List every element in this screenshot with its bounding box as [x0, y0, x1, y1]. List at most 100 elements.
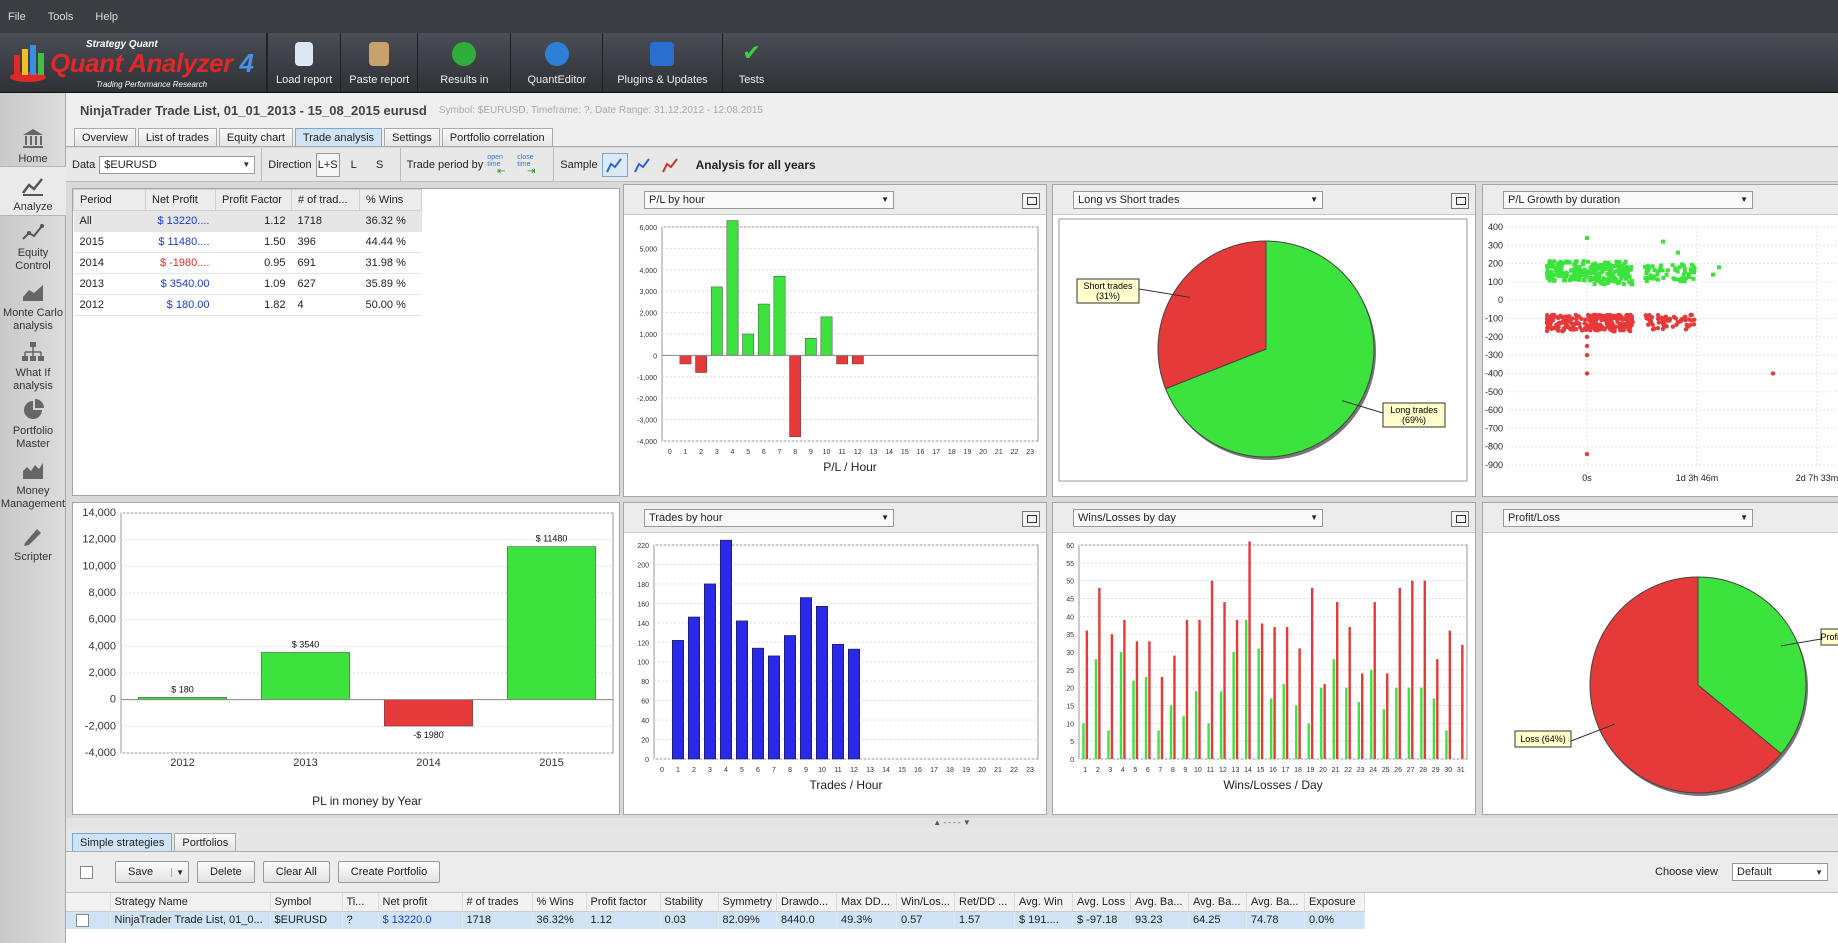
tab-settings[interactable]: Settings [384, 128, 440, 146]
bar [1332, 659, 1335, 759]
col-4[interactable]: # of trades [462, 893, 533, 912]
col-14[interactable]: Avg. Loss [1072, 893, 1131, 912]
x-tick-label: 22 [1011, 449, 1019, 456]
col-7[interactable]: Stability [660, 893, 719, 912]
menu-file[interactable]: File [8, 10, 26, 23]
point [1676, 250, 1680, 255]
col-profit-factor[interactable]: Profit Factor [215, 189, 292, 211]
col-5[interactable]: % Wins [532, 893, 587, 912]
maximize-icon[interactable] [1022, 511, 1040, 527]
close-time-button[interactable]: close time ⇥ [517, 154, 536, 177]
create-portfolio-button[interactable]: Create Portfolio [337, 861, 441, 883]
sidebar-item-monte-carlo[interactable]: Monte Carlo analysis [0, 281, 66, 333]
col-15[interactable]: Avg. Ba... [1130, 893, 1189, 912]
direction-short[interactable]: S [375, 158, 384, 171]
col-11[interactable]: Win/Los... [896, 893, 955, 912]
pl-by-hour-select[interactable]: P/L by hour ▼ [644, 190, 894, 209]
quanteditor-button[interactable]: QuantEditor [511, 33, 604, 92]
wins-losses-select[interactable]: Wins/Losses by day ▼ [1073, 508, 1323, 527]
pl-growth-select[interactable]: P/L Growth by duration ▼ [1503, 190, 1753, 209]
sample-out-sample-icon[interactable] [658, 153, 684, 177]
col-8[interactable]: Symmetry [718, 893, 777, 912]
col-2[interactable]: Ti... [342, 893, 379, 912]
long-short-select[interactable]: Long vs Short trades ▼ [1073, 190, 1323, 209]
y-tick-label: 0 [1498, 295, 1503, 305]
tab-portfolio-correlation[interactable]: Portfolio correlation [441, 128, 553, 146]
sidebar-item-what-if[interactable]: What If analysis [0, 341, 66, 393]
trades-by-hour-select[interactable]: Trades by hour ▼ [644, 508, 894, 527]
sidebar-item-equity-control[interactable]: Equity Control [0, 221, 66, 273]
sidebar-item-money-management[interactable]: Money Management [0, 459, 66, 511]
profit-loss-select[interactable]: Profit/Loss ▼ [1503, 508, 1753, 527]
table-row[interactable]: 2014 $ -1980.... 0.95 691 31.98 % [73, 252, 422, 274]
col-1[interactable]: Symbol [270, 893, 343, 912]
load-report-button[interactable]: Load report [268, 33, 342, 92]
col-0[interactable]: Strategy Name [110, 893, 271, 912]
sidebar-item-scripter[interactable]: Scripter [0, 525, 66, 564]
splitter-handle[interactable]: ▲ - - - - ▼ [66, 818, 1838, 828]
col-6[interactable]: Profit factor [586, 893, 661, 912]
plugins-updates-button[interactable]: Plugins & Updates [603, 33, 723, 92]
bar [1135, 641, 1139, 759]
label-box [1820, 628, 1838, 646]
maximize-icon[interactable] [1451, 511, 1469, 527]
col-18[interactable]: Exposure [1304, 893, 1365, 912]
table-row[interactable]: 2012 $ 180.00 1.82 4 50.00 % [73, 294, 422, 316]
direction-long-short[interactable]: L+S [315, 152, 340, 177]
row-checkbox[interactable] [76, 913, 89, 927]
menu-tools[interactable]: Tools [47, 10, 74, 23]
select-all-checkbox[interactable] [80, 865, 93, 879]
x-tick-label: 6 [756, 767, 760, 774]
data-select[interactable]: $EURUSD ▼ [99, 155, 256, 174]
cell-17: 74.78 [1246, 911, 1305, 929]
menu-help[interactable]: Help [95, 10, 119, 23]
cell-10: 49.3% [836, 911, 897, 929]
table-row[interactable]: 2015 $ 11480.... 1.50 396 44.44 % [73, 231, 422, 253]
direction-long[interactable]: L [350, 158, 357, 171]
table-row[interactable]: 2013 $ 3540.00 1.09 627 35.89 % [73, 273, 422, 295]
col-net-profit[interactable]: Net Profit [145, 189, 216, 211]
paste-report-button[interactable]: Paste report [341, 33, 419, 92]
tab-simple-strategies[interactable]: Simple strategies [72, 833, 173, 851]
sidebar-item-portfolio-master[interactable]: Portfolio Master [0, 399, 66, 451]
col-17[interactable]: Avg. Ba... [1246, 893, 1305, 912]
sidebar-item-home[interactable]: Home [0, 127, 66, 166]
point [1618, 327, 1623, 333]
col-12[interactable]: Ret/DD ... [954, 893, 1015, 912]
row-checkbox-cell[interactable] [66, 911, 111, 929]
chevron-down-icon[interactable]: ▼ [171, 867, 184, 877]
col-period[interactable]: Period [73, 189, 146, 211]
col-trades[interactable]: # of trad... [291, 189, 360, 211]
tab-trade-analysis[interactable]: Trade analysis [294, 128, 383, 146]
col-9[interactable]: Drawdo... [776, 893, 837, 912]
table-row[interactable]: All $ 13220.... 1.12 1718 36.32 % [73, 210, 422, 232]
col-13[interactable]: Avg. Win [1014, 893, 1073, 912]
sidebar-item-analyze[interactable]: Analyze [0, 166, 66, 216]
tab-list-of-trades[interactable]: List of trades [137, 128, 217, 146]
point [1614, 277, 1619, 282]
x-tick-label: 9 [809, 449, 813, 456]
col-3[interactable]: Net profit [378, 893, 463, 912]
col-10[interactable]: Max DD... [836, 893, 897, 912]
pl-by-hour-panel: P/L by hour ▼ 6,000 5,000 4,000 3,000 2,000 1,… [623, 184, 1047, 497]
tab-equity-chart[interactable]: Equity chart [218, 128, 293, 146]
clear-all-button[interactable]: Clear All [262, 861, 330, 883]
col-wins[interactable]: % Wins [359, 189, 422, 211]
tab-portfolios[interactable]: Portfolios [174, 833, 237, 851]
tab-overview[interactable]: Overview [74, 128, 136, 146]
col-16[interactable]: Avg. Ba... [1188, 893, 1247, 912]
maximize-icon[interactable] [1022, 193, 1040, 209]
results-in-button[interactable]: Results in [418, 33, 512, 92]
point [1565, 319, 1570, 324]
bar [1411, 580, 1414, 759]
point [1623, 276, 1628, 281]
choose-view-select[interactable]: Default ▼ [1732, 863, 1828, 881]
table-row[interactable]: NinjaTrader Trade List, 01_0... $EURUSD? $… [66, 911, 1365, 929]
delete-button[interactable]: Delete [197, 861, 255, 883]
open-time-button[interactable]: open time ⇤ [487, 154, 506, 177]
tests-button[interactable]: ✔ Tests [738, 40, 765, 87]
sample-all-icon[interactable] [601, 152, 628, 177]
sample-in-sample-icon[interactable] [630, 153, 656, 177]
maximize-icon[interactable] [1451, 193, 1469, 209]
save-button[interactable]: Save ▼ [115, 861, 189, 883]
